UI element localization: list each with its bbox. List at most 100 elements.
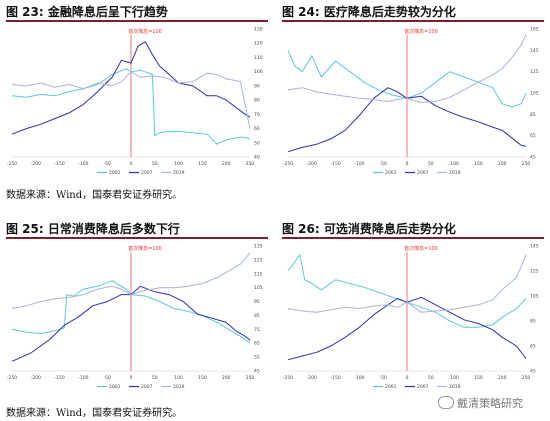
x-tick-label: 0 [406,161,409,167]
x-tick-label: 150 [198,375,207,381]
legend-label: 2019 [449,170,461,176]
watermark-text: 戴清策略研究 [457,397,523,410]
y-tick-label: 145 [530,244,539,250]
y-tick-label: 90 [254,83,260,89]
y-tick-label: 100 [254,69,263,75]
wechat-icon [438,396,454,409]
chart-title-label: 图 25: [6,222,44,236]
source-note: 数据来源：Wind，国泰君安证券研究。 [6,190,183,201]
chart-title-label: 图 23: [6,5,44,19]
y-tick-label: 60 [254,126,260,132]
x-tick-label: -250 [283,161,293,167]
x-tick-label: -100 [78,161,88,167]
y-tick-label: 65 [530,344,536,350]
legend-label: 2007 [141,170,153,176]
series-line-2007 [11,41,251,135]
chart-title-label: 图 24: [282,5,320,19]
x-tick-label: -200 [307,375,317,381]
y-tick-label: 80 [254,98,260,104]
y-tick-label: 125 [530,69,539,75]
x-tick-label: -200 [31,161,41,167]
x-tick-label: 100 [174,161,183,167]
x-tick-label: -100 [354,375,364,381]
x-tick-label: 150 [198,161,207,167]
x-tick-label: -150 [330,375,340,381]
x-tick-label: 150 [474,161,483,167]
legend-label: 2007 [417,170,429,176]
marker-annotation: 首次降息=100 [128,245,162,252]
chart-title-text: 医疗降息后走势较为分化 [323,5,456,19]
chart-title-text: 金融降息后呈下行趋势 [47,5,168,19]
legend-label: 2001 [109,170,121,176]
legend-label: 2001 [385,170,397,176]
y-tick-label: 45 [530,369,536,375]
x-tick-label: 50 [152,161,158,167]
x-tick-label: -250 [283,375,293,381]
series-line-2019 [11,252,251,309]
y-tick-label: 105 [530,294,539,300]
chart-title-text: 可选消费降息后走势分化 [323,222,456,236]
y-tick-label: 45 [530,155,536,161]
y-tick-label: 85 [530,112,536,118]
y-tick-label: 85 [530,319,536,325]
x-tick-label: 150 [474,375,483,381]
legend-label: 2001 [109,384,121,390]
legend-label: 2019 [173,384,185,390]
y-tick-label: 50 [254,140,260,146]
legend-label: 2019 [173,170,185,176]
y-tick-label: 65 [530,133,536,139]
y-tick-label: 105 [254,285,263,291]
x-tick-label: 250 [522,375,531,381]
y-tick-label: 165 [530,27,539,33]
x-tick-label: -250 [7,375,17,381]
y-tick-label: 145 [530,48,539,54]
x-tick-label: 200 [498,161,507,167]
x-tick-label: -250 [7,161,17,167]
y-tick-label: 110 [254,55,263,61]
legend-label: 2001 [385,384,397,390]
chart-title-26: 图 26: 可选消费降息后走势分化 [282,220,456,237]
x-tick-label: 100 [450,375,459,381]
title-rule-right [282,20,544,22]
y-tick-label: 70 [254,112,260,118]
marker-annotation: 首次降息=100 [404,28,438,35]
y-tick-label: 65 [254,341,260,347]
chart-title-24: 图 24: 医疗降息后走势较为分化 [282,3,456,20]
x-tick-label: 200 [222,161,231,167]
marker-annotation: 首次降息=100 [128,28,162,35]
y-tick-label: 135 [254,244,263,250]
legend-label: 2007 [417,384,429,390]
chart-title-23: 图 23: 金融降息后呈下行趋势 [6,3,168,20]
x-tick-label: 100 [174,375,183,381]
chart-title-text: 日常消费降息后多数下行 [47,222,180,236]
y-tick-label: 105 [530,91,539,97]
x-tick-label: 0 [130,375,133,381]
series-line-2019 [287,254,527,313]
x-tick-label: 250 [246,161,255,167]
y-tick-label: 75 [254,327,260,333]
x-tick-label: 250 [246,375,255,381]
x-tick-label: -100 [354,161,364,167]
series-line-2001 [11,68,251,145]
title-rule-left [6,237,268,239]
y-tick-label: 125 [254,257,263,263]
chart-title-label: 图 26: [282,222,320,236]
x-tick-label: -150 [54,375,64,381]
x-tick-label: -50 [380,375,387,381]
x-tick-label: -200 [307,161,317,167]
y-tick-label: 115 [254,271,263,277]
watermark: 戴清策略研究 [438,395,523,411]
x-tick-label: -150 [54,161,64,167]
x-tick-label: -50 [104,161,111,167]
x-tick-label: 50 [428,161,434,167]
x-tick-label: 0 [130,161,133,167]
x-tick-label: -200 [31,375,41,381]
x-tick-label: 50 [152,375,158,381]
series-line-2001 [11,280,251,344]
x-tick-label: 100 [450,161,459,167]
series-line-2001 [287,254,527,328]
